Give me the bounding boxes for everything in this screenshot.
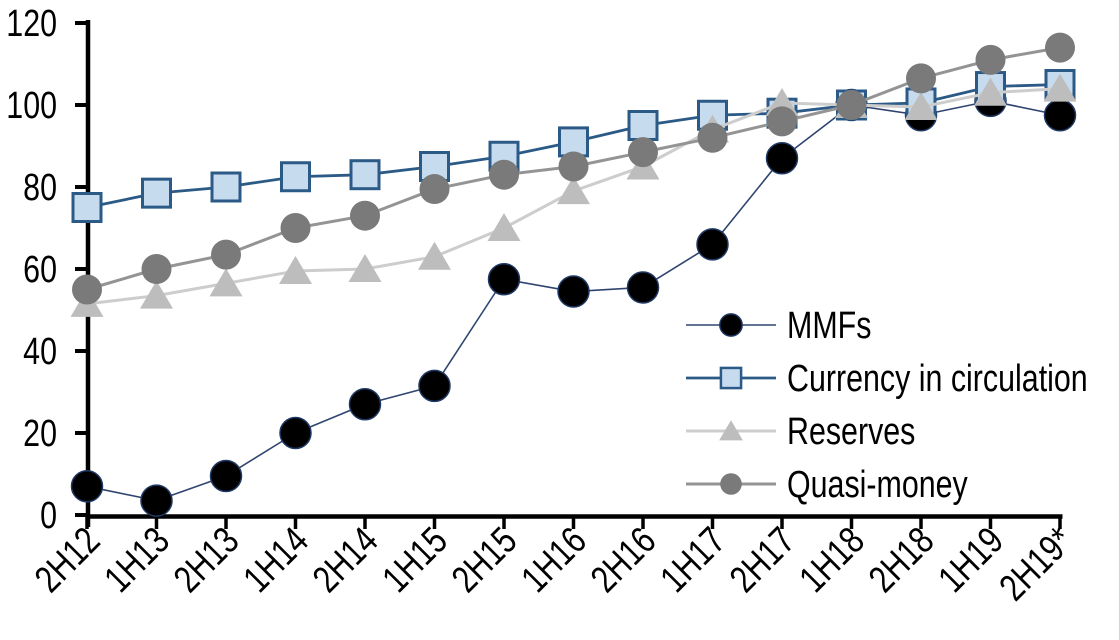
- marker-reserves: [209, 268, 243, 297]
- x-tick-label: 2H17: [722, 520, 803, 601]
- marker-mmfs: [418, 369, 451, 403]
- marker-quasi-money: [211, 239, 241, 270]
- marker-reserves: [418, 241, 451, 270]
- x-tick-label: 1H17: [653, 520, 734, 601]
- legend-item-mmfs: MMFs: [686, 305, 871, 347]
- legend-marker-currency-in-circulation: [719, 366, 743, 390]
- y-tick-label: 60: [23, 249, 57, 291]
- marker-mmfs: [696, 228, 729, 261]
- marker-mmfs: [140, 484, 173, 517]
- marker-quasi-money: [906, 63, 936, 94]
- x-tick-label: 1H18: [792, 520, 873, 601]
- marker-quasi-money: [697, 122, 728, 153]
- marker-quasi-money: [419, 174, 450, 205]
- y-tick-label: 0: [40, 495, 57, 537]
- marker-reserves: [557, 176, 590, 205]
- marker-quasi-money: [72, 274, 102, 305]
- marker-currency-in-circulation: [71, 192, 103, 223]
- legend-marker-mmfs: [719, 313, 743, 337]
- legend-label: Currency in circulation: [787, 358, 1088, 400]
- x-tick-label: 1H14: [236, 520, 317, 601]
- marker-mmfs: [348, 388, 382, 421]
- marker-reserves: [279, 256, 312, 285]
- marker-mmfs: [70, 470, 104, 503]
- marker-reserves: [974, 77, 1007, 106]
- y-tick-label: 40: [23, 331, 57, 373]
- y-tick-label: 120: [6, 3, 57, 45]
- legend-item-quasi-money: Quasi-money: [686, 464, 968, 506]
- x-tick-label: 2H18: [861, 520, 942, 601]
- y-tick-label: 100: [6, 85, 57, 127]
- marker-reserves: [1043, 73, 1077, 102]
- marker-mmfs: [765, 142, 799, 175]
- marker-quasi-money: [489, 159, 519, 190]
- legend-marker-reserves: [719, 420, 743, 441]
- y-tick-label: 80: [23, 167, 57, 209]
- x-tick-label: 1H16: [514, 520, 595, 601]
- marker-quasi-money: [280, 213, 311, 243]
- marker-reserves: [140, 280, 173, 309]
- y-tick-label: 20: [23, 413, 57, 455]
- marker-mmfs: [626, 271, 660, 304]
- marker-quasi-money: [767, 106, 797, 137]
- legend: MMFs Currency in circulation Reserves Quasi…: [686, 305, 1088, 506]
- x-tick-label: 1H15: [375, 520, 456, 601]
- marker-currency-in-circulation: [349, 159, 381, 191]
- marker-reserves: [904, 92, 938, 121]
- x-tick-label: 2H16: [583, 520, 664, 601]
- marker-mmfs: [209, 459, 243, 493]
- marker-quasi-money: [1045, 32, 1075, 63]
- marker-mmfs: [487, 263, 521, 296]
- marker-currency-in-circulation: [627, 110, 659, 141]
- x-tick-label: 1H13: [97, 520, 178, 601]
- marker-currency-in-circulation: [141, 177, 172, 209]
- marker-quasi-money: [628, 137, 658, 168]
- legend-marker-quasi-money: [720, 473, 742, 495]
- x-tick-label: 2H15: [444, 520, 525, 601]
- x-tick-label: 2H13: [166, 520, 247, 601]
- marker-reserves: [487, 213, 521, 241]
- marker-mmfs: [1043, 99, 1077, 132]
- legend-label: Reserves: [787, 411, 915, 453]
- legend-label: MMFs: [787, 305, 871, 347]
- x-tick-label: 2H14: [305, 520, 386, 601]
- marker-quasi-money: [836, 90, 867, 120]
- series-quasi-money: [72, 32, 1075, 305]
- legend-label: Quasi-money: [787, 464, 968, 506]
- marker-quasi-money: [141, 254, 172, 284]
- marker-quasi-money: [350, 200, 380, 231]
- x-tick-label: 1H19: [931, 520, 1012, 601]
- marker-quasi-money: [558, 151, 589, 182]
- legend-item-reserves: Reserves: [686, 411, 915, 453]
- x-tick-label: 2H19*: [992, 520, 1081, 609]
- marker-currency-in-circulation: [210, 171, 242, 203]
- legend-item-currency-in-circulation: Currency in circulation: [686, 358, 1088, 400]
- marker-reserves: [348, 254, 382, 282]
- marker-mmfs: [557, 275, 590, 308]
- marker-mmfs: [279, 416, 312, 450]
- marker-currency-in-circulation: [280, 161, 311, 193]
- marker-quasi-money: [975, 44, 1006, 75]
